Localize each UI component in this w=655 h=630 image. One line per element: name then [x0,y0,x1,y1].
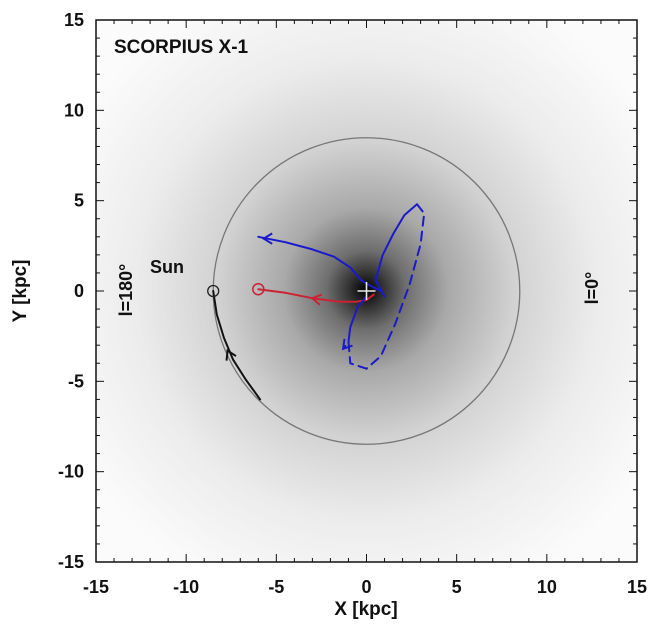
y-tick-label: -15 [58,552,84,572]
direction-arrow-1 [261,232,273,245]
direction-arrow-4 [225,348,237,361]
orbit-track-2 [257,203,418,298]
x-tick-label: 5 [452,577,462,597]
sun-label: Sun [150,257,184,277]
longitude-180-label: l=180° [116,264,136,317]
x-axis-title: X [kpc] [334,599,397,620]
longitude-0-label: l=0° [582,272,602,305]
x-tick-label: 0 [361,577,371,597]
direction-arrow-3 [341,338,353,351]
y-tick-label: 10 [64,100,84,120]
galactic-center-marker [357,282,376,300]
source-current-position-marker [252,282,265,296]
chart-title: SCORPIUS X-1 [114,37,249,58]
y-tick-label: 5 [74,191,84,211]
orbit-track-3 [342,203,426,370]
x-tick-label: 10 [537,577,557,597]
y-tick-label: 15 [64,10,84,30]
x-tick-label: -10 [173,577,199,597]
orbit-track-4 [347,295,368,343]
x-tick-label: -5 [268,577,284,597]
direction-arrow-2 [310,293,323,306]
y-tick-label: -5 [68,371,84,391]
sun-marker [207,284,220,298]
orbit-track-5 [212,290,262,401]
y-tick-label: 0 [74,281,84,301]
x-tick-label: 15 [627,577,647,597]
x-tick-label: -15 [83,577,109,597]
y-tick-label: -10 [58,462,84,482]
y-axis-title: Y [kpc] [10,259,31,322]
